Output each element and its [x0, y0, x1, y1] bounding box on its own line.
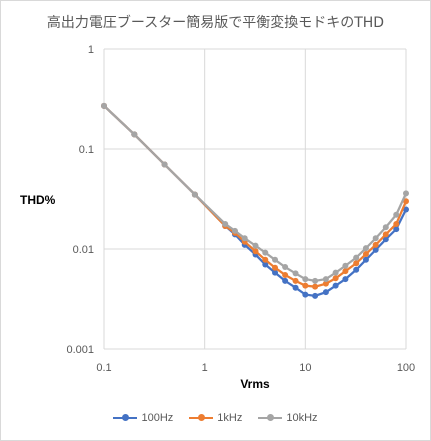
data-point-10kHz [282, 264, 289, 271]
data-point-1kHz [372, 241, 379, 248]
legend-marker [189, 413, 214, 423]
data-point-100Hz [353, 266, 360, 273]
data-point-100Hz [292, 284, 299, 291]
legend-label: 10kHz [286, 412, 318, 424]
data-point-10kHz [222, 220, 229, 227]
data-point-1kHz [292, 277, 299, 284]
data-point-10kHz [302, 276, 309, 283]
data-point-10kHz [292, 270, 299, 277]
legend: 100Hz 1kHz 10kHz [0, 412, 431, 424]
x-tick-label: 0.1 [96, 362, 111, 374]
data-point-10kHz [362, 245, 369, 252]
data-point-100Hz [403, 206, 409, 213]
data-point-10kHz [101, 102, 107, 109]
data-point-1kHz [332, 275, 339, 282]
x-tick-label: 1 [202, 362, 208, 374]
data-point-10kHz [161, 161, 168, 168]
data-point-1kHz [353, 260, 360, 267]
chart-title: 高出力電圧ブースター簡易版で平衡変換モドキのTHD [46, 15, 385, 31]
data-point-1kHz [382, 231, 389, 238]
data-point-1kHz [262, 256, 269, 263]
data-point-10kHz [342, 262, 349, 269]
data-point-1kHz [272, 264, 279, 271]
legend-item: 10kHz [258, 412, 318, 424]
data-point-100Hz [312, 292, 319, 299]
data-point-100Hz [322, 289, 329, 296]
data-point-1kHz [342, 268, 349, 275]
legend-marker [258, 413, 283, 423]
series-line-1kHz [103, 105, 408, 288]
data-point-1kHz [252, 248, 259, 255]
x-tick-label: 10 [299, 362, 311, 374]
data-point-100Hz [382, 236, 389, 243]
data-point-1kHz [302, 282, 309, 289]
legend-marker [113, 413, 138, 423]
data-point-10kHz [191, 191, 198, 198]
data-point-10kHz [393, 211, 400, 218]
data-point-100Hz [393, 226, 400, 233]
data-point-10kHz [353, 254, 360, 261]
data-point-10kHz [403, 190, 409, 197]
data-point-100Hz [372, 246, 379, 253]
y-tick-label: 0.1 [79, 144, 94, 156]
data-point-100Hz [272, 269, 279, 276]
data-point-1kHz [282, 271, 289, 278]
y-tick-label: 1 [88, 44, 94, 56]
legend-item: 1kHz [189, 412, 242, 424]
data-point-100Hz [332, 282, 339, 289]
data-point-10kHz [322, 276, 329, 283]
data-point-10kHz [382, 224, 389, 231]
data-point-1kHz [403, 198, 409, 205]
data-point-10kHz [332, 269, 339, 276]
data-point-1kHz [312, 283, 319, 290]
data-point-1kHz [362, 251, 369, 258]
data-point-10kHz [241, 235, 248, 242]
data-point-100Hz [282, 277, 289, 284]
data-point-10kHz [231, 227, 238, 234]
series-line-100Hz [103, 105, 408, 297]
legend-label: 1kHz [217, 412, 243, 424]
data-point-10kHz [252, 242, 259, 249]
y-axis-label: THD% [20, 193, 56, 207]
x-axis-label: Vrms [240, 377, 270, 391]
y-tick-label: 0.01 [73, 244, 94, 256]
data-point-1kHz [393, 220, 400, 227]
legend-label: 100Hz [141, 412, 174, 424]
data-point-100Hz [262, 261, 269, 268]
data-point-100Hz [302, 291, 309, 298]
data-point-10kHz [312, 277, 319, 284]
data-point-10kHz [372, 235, 379, 242]
data-point-10kHz [272, 256, 279, 263]
y-tick-label: 0.001 [66, 344, 94, 356]
data-point-100Hz [362, 256, 369, 263]
legend-item: 100Hz [113, 412, 173, 424]
data-point-10kHz [131, 131, 138, 138]
x-tick-label: 100 [397, 362, 415, 374]
data-point-100Hz [342, 276, 349, 283]
data-point-1kHz [322, 280, 329, 287]
data-point-10kHz [262, 249, 269, 256]
